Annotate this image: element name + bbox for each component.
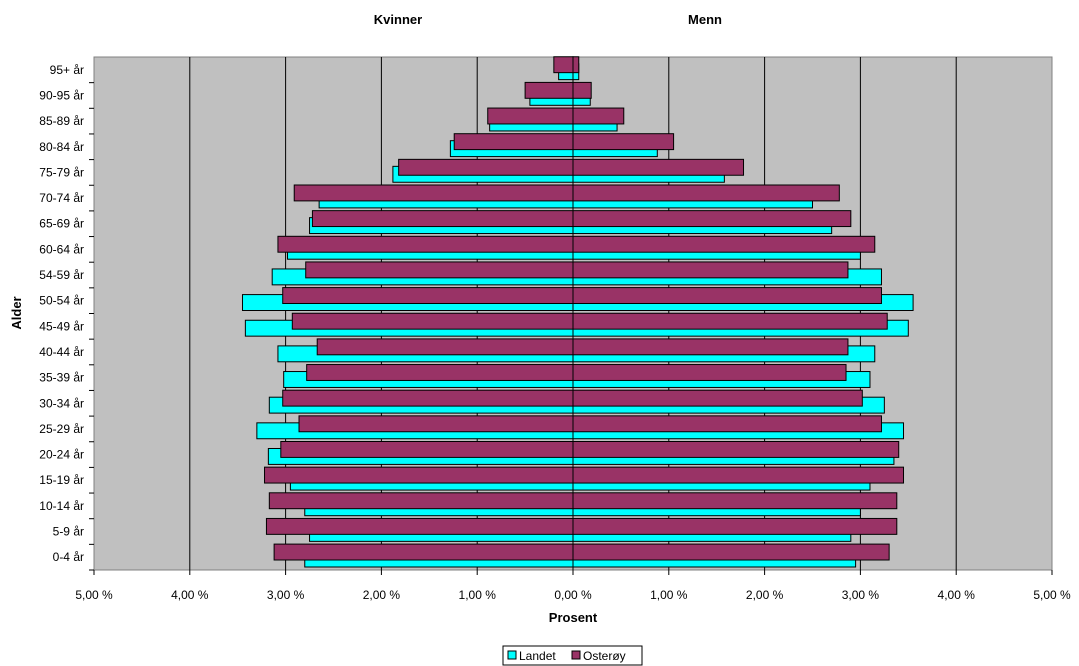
bar-osteroy-men	[572, 415, 882, 433]
bar-osteroy-men	[572, 287, 882, 304]
bar-osteroy-women	[282, 287, 574, 304]
y-tick-label: 40-44 år	[39, 345, 84, 359]
y-tick-label: 60-64 år	[39, 242, 84, 256]
bar-osteroy-women	[453, 133, 574, 151]
x-tick-label: 5,00 %	[75, 588, 113, 602]
bar-osteroy-men	[572, 364, 847, 381]
panel-title-left: Kvinner	[374, 12, 422, 27]
x-tick-label: 1,00 %	[459, 588, 497, 602]
y-tick-label: 95+ år	[50, 63, 84, 77]
y-tick-label: 35-39 år	[39, 371, 84, 385]
bar-osteroy-women	[398, 158, 574, 176]
bar-osteroy-women	[487, 107, 574, 125]
y-axis-label: Alder	[9, 296, 24, 329]
bar-osteroy-men	[572, 81, 592, 99]
bar-osteroy-men	[572, 107, 625, 125]
bars	[241, 56, 914, 570]
x-axis-label: Prosent	[549, 610, 598, 625]
legend-swatch-osteroy	[571, 650, 581, 660]
y-tick-label: 15-19 år	[39, 473, 84, 487]
bar-osteroy-men	[572, 133, 675, 151]
bar-osteroy-women	[316, 338, 574, 356]
y-tick-label: 65-69 år	[39, 217, 84, 231]
bar-osteroy-men	[572, 440, 900, 458]
x-tick-label: 2,00 %	[746, 588, 784, 602]
y-tick-label: 20-24 år	[39, 448, 84, 462]
bar-osteroy-men	[572, 338, 849, 356]
bar-osteroy-men	[572, 210, 852, 228]
legend-label-osteroy: Osterøy	[583, 649, 626, 663]
x-tick-label: 1,00 %	[650, 588, 688, 602]
y-tick-label: 90-95 år	[39, 88, 84, 102]
x-tick-label: 3,00 %	[842, 588, 880, 602]
bar-osteroy-women	[298, 415, 574, 433]
x-tick-label: 4,00 %	[938, 588, 976, 602]
bar-osteroy-women	[264, 466, 574, 484]
bar-osteroy-women	[273, 543, 574, 561]
legend: Landet Osterøy	[502, 645, 643, 666]
y-tick-label: 75-79 år	[39, 165, 84, 179]
bar-osteroy-women	[268, 492, 574, 510]
bar-osteroy-men	[572, 184, 840, 202]
bar-osteroy-men	[572, 389, 863, 407]
y-tick-label: 25-29 år	[39, 422, 84, 436]
x-tick-label: 5,00 %	[1033, 588, 1071, 602]
y-tick-label: 80-84 år	[39, 140, 84, 154]
x-tick-label: 2,00 %	[363, 588, 401, 602]
y-tick-label: 70-74 år	[39, 191, 84, 205]
bar-osteroy-women	[306, 364, 574, 381]
x-tick-labels: 5,00 % 4,00 % 3,00 % 2,00 % 1,00 % 0,00 % 1,00…	[75, 570, 1071, 602]
bar-osteroy-women	[291, 312, 574, 330]
x-tick-label: 3,00 %	[267, 588, 305, 602]
y-tick-label: 45-49 år	[39, 319, 84, 333]
bar-osteroy-women	[553, 56, 574, 74]
x-tick-label: 0,00 %	[554, 588, 592, 602]
bar-osteroy-men	[572, 235, 876, 253]
bar-osteroy-women	[265, 517, 574, 535]
bar-osteroy-men	[572, 56, 580, 74]
bar-osteroy-men	[572, 312, 888, 330]
panel-title-right: Menn	[688, 12, 722, 27]
legend-swatch-landet	[507, 650, 517, 660]
bar-osteroy-men	[572, 517, 898, 535]
y-tick-label: 0-4 år	[53, 550, 84, 564]
bar-osteroy-men	[572, 261, 849, 279]
x-tick-label: 4,00 %	[171, 588, 209, 602]
y-tick-label: 85-89 år	[39, 114, 84, 128]
bar-osteroy-women	[277, 235, 574, 253]
bar-osteroy-women	[280, 440, 574, 458]
y-tick-labels: 0-4 år 5-9 år 10-14 år 15-19 år 20-24 år 25-2…	[39, 63, 94, 571]
y-tick-label: 54-59 år	[39, 268, 84, 282]
bar-osteroy-women	[293, 184, 574, 202]
bar-osteroy-men	[572, 543, 890, 561]
bar-osteroy-men	[572, 466, 905, 484]
bar-osteroy-women	[305, 261, 574, 279]
bar-osteroy-women	[282, 389, 574, 407]
bar-osteroy-women	[524, 81, 574, 99]
y-tick-label: 50-54 år	[39, 294, 84, 308]
y-tick-label: 10-14 år	[39, 499, 84, 513]
y-tick-label: 30-34 år	[39, 396, 84, 410]
legend-label-landet: Landet	[519, 649, 556, 663]
bar-osteroy-men	[572, 492, 898, 510]
bar-osteroy-women	[311, 210, 574, 228]
bar-osteroy-men	[572, 158, 745, 176]
y-tick-label: 5-9 år	[53, 525, 84, 539]
